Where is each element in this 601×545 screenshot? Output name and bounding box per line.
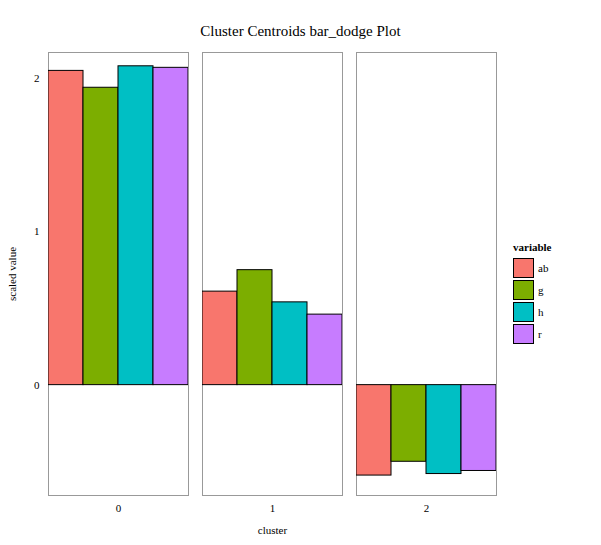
svg-text:scaled value: scaled value <box>6 247 18 301</box>
html-text:ab: ab <box>538 261 549 274</box>
svg-text:cluster: cluster <box>258 524 288 536</box>
html-text:g: g <box>538 283 544 296</box>
html-text:Cluster Centroids bar_dodge Pl: Cluster Centroids bar_dodge Plot <box>200 23 401 39</box>
html-text:r: r <box>538 327 542 340</box>
svg-text:0: 0 <box>34 379 40 391</box>
svg-text:0: 0 <box>116 502 122 514</box>
svg-text:1: 1 <box>34 225 40 237</box>
svg-text:2: 2 <box>424 502 430 514</box>
svg-text:1: 1 <box>270 502 276 514</box>
html-text:variable: variable <box>513 240 552 253</box>
html-text:h: h <box>538 305 544 318</box>
svg-text:2: 2 <box>34 72 40 84</box>
